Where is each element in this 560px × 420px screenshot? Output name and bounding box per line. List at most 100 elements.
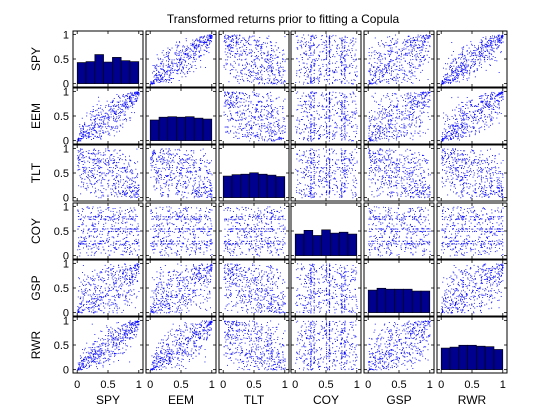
scatter-point (466, 78, 468, 80)
scatter-point (127, 98, 128, 100)
scatter-point (101, 119, 103, 121)
scatter-point (347, 114, 349, 116)
scatter-point (253, 79, 255, 80)
scatter-point (177, 69, 179, 71)
scatter-point (379, 65, 381, 66)
scatter-point (125, 114, 126, 116)
scatter-point (113, 108, 115, 110)
scatter-point (403, 41, 404, 43)
scatter-point (122, 103, 124, 105)
scatter-point (479, 109, 481, 111)
scatter-point (368, 55, 370, 57)
scatter-point (189, 71, 191, 72)
scatter-point (131, 92, 133, 94)
scatter-point (98, 112, 100, 114)
scatter-point (303, 83, 304, 85)
scatter-point (331, 36, 333, 38)
scatter-point (270, 64, 272, 66)
scatter-point (398, 55, 399, 57)
scatter-point (499, 38, 500, 40)
scatter-point (282, 54, 283, 56)
scatter-point (474, 114, 476, 115)
scatter-point (277, 123, 279, 125)
scatter-point (168, 57, 169, 59)
scatter-point (389, 110, 390, 112)
scatter-point (129, 117, 130, 119)
scatter-point (122, 94, 124, 95)
scatter-point (277, 124, 279, 126)
scatter-point (97, 126, 99, 128)
scatter-point (97, 117, 98, 119)
scatter-point (228, 132, 230, 134)
scatter-point (208, 34, 210, 36)
scatter-point (196, 47, 198, 49)
scatter-point (394, 69, 396, 71)
scatter-point (467, 53, 469, 55)
scatter-point (468, 52, 470, 54)
scatter-point (494, 111, 496, 113)
scatter-point (281, 81, 283, 83)
scatter-point (417, 93, 419, 95)
scatter-point (252, 61, 253, 63)
scatter-point (383, 53, 385, 55)
scatter-point (230, 117, 232, 119)
scatter-point (245, 100, 247, 102)
scatter-point (326, 100, 327, 102)
scatter-point (167, 66, 169, 68)
scatter-point (113, 130, 115, 131)
scatter-point (417, 105, 419, 107)
scatter-point (390, 78, 392, 79)
scatter-point (118, 96, 119, 97)
scatter-point (457, 121, 458, 123)
scatter-point (83, 134, 85, 136)
scatter-point (446, 82, 448, 83)
scatter-point (184, 51, 186, 52)
scatter-point (447, 117, 449, 119)
scatter-point (353, 93, 355, 95)
scatter-point (377, 53, 378, 54)
scatter-point (113, 106, 115, 107)
scatter-point (234, 53, 236, 55)
scatter-point (337, 103, 338, 105)
scatter-point (448, 126, 450, 128)
scatter-point (284, 128, 286, 130)
scatter-point (232, 101, 234, 103)
scatter-point (407, 63, 409, 65)
scatter-point (388, 124, 390, 126)
scatter-point (341, 53, 343, 54)
scatter-point (230, 37, 231, 38)
scatter-point (480, 55, 482, 57)
scatter-point (191, 65, 193, 67)
scatter-point (447, 63, 449, 65)
scatter-point (320, 134, 321, 136)
scatter-point (341, 70, 342, 72)
scatter-point (386, 132, 388, 134)
scatter-point (464, 55, 466, 57)
scatter-point (315, 124, 317, 126)
scatter-point (461, 123, 463, 125)
panel-frame (218, 30, 290, 88)
scatter-point (418, 36, 420, 38)
scatter-point (351, 79, 353, 81)
scatter-point (351, 125, 353, 127)
scatter-point (386, 128, 388, 130)
scatter-point (345, 54, 347, 56)
scatter-point (132, 101, 134, 103)
scatter-point (119, 119, 121, 121)
scatter-point (182, 67, 184, 69)
scatter-point (160, 63, 162, 65)
scatter-point (187, 47, 189, 49)
scatter-point (185, 54, 187, 55)
scatter-point (345, 69, 346, 71)
scatter-point (168, 79, 170, 81)
scatter-point (318, 119, 320, 120)
scatter-point (390, 50, 392, 52)
scatter-point (444, 82, 446, 84)
scatter-point (424, 97, 426, 99)
scatter-point (318, 134, 320, 136)
scatter-point (420, 55, 422, 56)
scatter-point (326, 97, 327, 99)
scatter-point (381, 123, 383, 125)
scatter-point (375, 74, 377, 76)
scatter-point (338, 54, 340, 56)
